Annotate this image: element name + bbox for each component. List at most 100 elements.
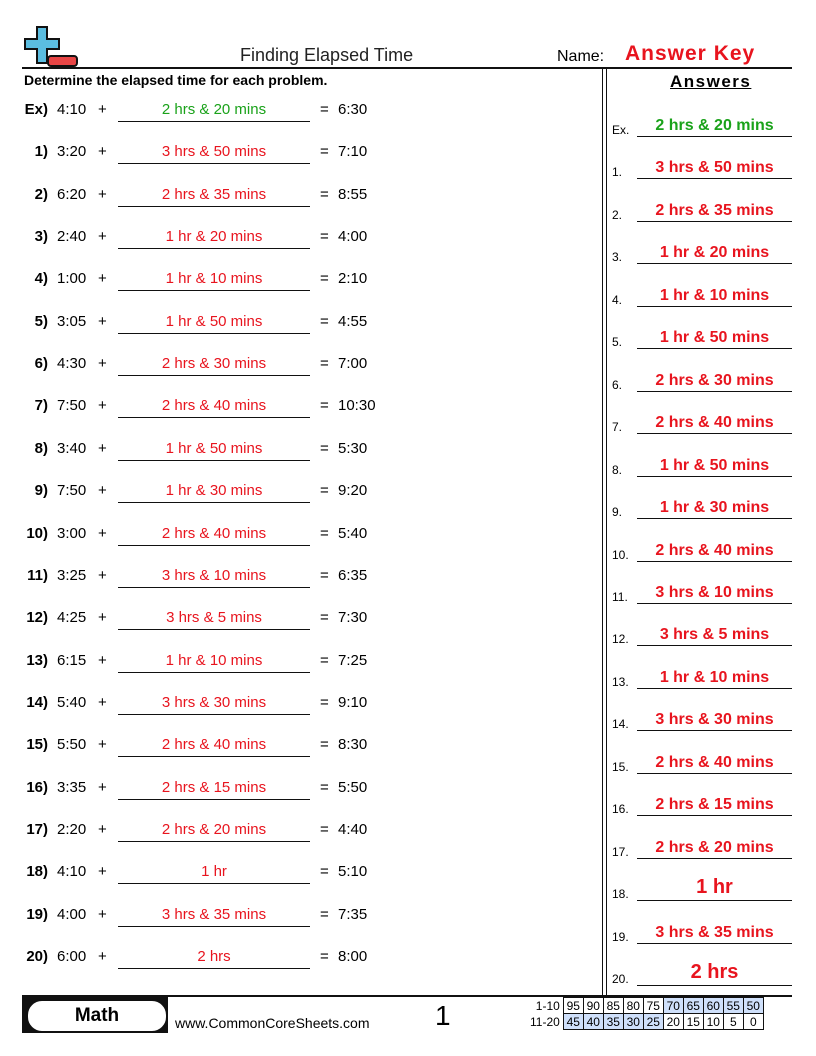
name-value: Answer Key [625,42,756,65]
end-time: 5:10 [338,863,368,881]
answer-blank: 2 hrs & 20 mins [118,101,310,122]
problem-row: 3) 2:40 +1 hr & 20 mins = 4:00 [0,228,600,250]
answer-label: 2. [612,207,623,222]
start-time: 3:20 [57,143,87,161]
score-cell: 70 [662,997,684,1014]
end-time: 4:40 [338,820,368,838]
score-cell: 40 [582,1013,604,1030]
equals-sign: = [320,778,329,796]
problem-row: 16) 3:35 +2 hrs & 15 mins = 5:50 [0,779,600,801]
score-cell: 75 [642,997,664,1014]
problem-number: 5) [34,312,48,330]
answer-blank: 1 hr [118,863,310,885]
start-time: 4:10 [57,863,87,881]
plus-sign: + [98,185,107,203]
equals-sign: = [320,905,329,923]
answer-label: 18. [612,887,629,902]
end-time: 5:40 [338,524,368,542]
problem-number: 13) [26,651,48,669]
answer-value: 3 hrs & 50 mins [655,159,774,177]
problem-number: 3) [34,228,48,246]
answer-value: 1 hr & 20 mins [659,244,770,262]
answer-line [637,645,792,647]
equals-sign: = [320,312,329,330]
problem-row: 8) 3:40 +1 hr & 50 mins = 5:30 [0,440,600,462]
problem-row: 19) 4:00 +3 hrs & 35 mins = 7:35 [0,906,600,928]
answer-value: 3 hrs & 5 mins [659,626,770,644]
plus-sign: + [98,736,107,754]
score-cell: 10 [702,1013,724,1030]
problem-number: 9) [34,482,48,500]
answer-label: 12. [612,632,629,647]
end-time: 5:30 [338,439,368,457]
plus-sign: + [98,905,107,923]
answer-value: 2 hrs & 20 mins [655,838,774,856]
answer-blank: 2 hrs & 40 mins [118,736,310,758]
answer-label: 4. [612,292,623,307]
answer-blank: 1 hr & 20 mins [118,228,310,250]
problem-number: 7) [34,397,48,415]
answer-label: Ex. [612,123,630,137]
answer-line [637,178,792,180]
score-cell: 90 [582,997,604,1014]
answer-blank: 3 hrs & 5 mins [118,609,310,631]
answer-row: 20. 2 hrs [612,956,792,986]
plus-sign: + [98,439,107,457]
answer-line [637,305,792,307]
equals-sign: = [320,736,329,754]
problem-row: 14) 5:40 +3 hrs & 30 mins = 9:10 [0,694,600,716]
answers-heading: Answers [670,72,752,91]
answer-label: 8. [612,462,623,477]
score-cell: 60 [702,997,724,1014]
answer-line [637,815,792,817]
end-time: 6:35 [338,566,368,584]
score-cell: 20 [662,1013,684,1030]
end-time: 5:50 [338,778,368,796]
answer-line [637,560,792,562]
answer-value: 2 hrs & 15 mins [655,796,774,814]
problem-number: 1) [34,143,48,161]
problem-number: 20) [26,948,48,965]
answer-row: 17. 2 hrs & 20 mins [612,829,792,859]
answer-label: 13. [612,674,629,689]
start-time: 6:15 [57,651,87,669]
answer-line [637,136,792,137]
answer-label: 19. [612,929,629,944]
column-divider [606,69,607,995]
problem-row: 6) 4:30 +2 hrs & 30 mins = 7:00 [0,355,600,377]
answer-blank: 2 hrs [118,948,310,969]
start-time: 7:50 [57,482,87,500]
end-time: 8:30 [338,736,368,754]
answer-line [637,942,792,944]
end-time: 8:00 [338,948,368,965]
equals-sign: = [320,439,329,457]
answer-value: 2 hrs & 40 mins [655,541,774,559]
start-time: 4:00 [57,905,87,923]
answer-value: 1 hr & 50 mins [659,329,770,347]
answer-label: 1. [612,165,623,180]
plus-sign: + [98,270,107,288]
problem-number: 10) [26,524,48,542]
answer-blank: 1 hr & 50 mins [118,313,310,334]
plus-sign: + [98,863,107,881]
problem-row: 15) 5:50 +2 hrs & 40 mins = 8:30 [0,736,600,758]
score-range-label: 11-20 [530,1014,560,1029]
problem-row: 11) 3:25 +3 hrs & 10 mins = 6:35 [0,567,600,589]
answer-line [637,730,792,732]
plus-sign: + [98,778,107,796]
plus-sign: + [98,693,107,711]
equals-sign: = [320,228,329,246]
answer-row: 3. 1 hr & 20 mins [612,234,792,265]
plus-sign: + [98,651,107,669]
answer-blank: 1 hr & 30 mins [118,482,310,504]
equals-sign: = [320,101,329,118]
problem-number: 19) [26,905,48,923]
answer-blank: 2 hrs & 40 mins [118,525,310,546]
answer-value: 3 hrs & 30 mins [655,711,774,729]
score-cell: 95 [562,997,584,1014]
answer-label: 20. [612,972,629,986]
start-time: 3:35 [57,778,87,796]
end-time: 9:10 [338,693,368,711]
start-time: 2:20 [57,820,87,838]
equals-sign: = [320,948,329,965]
